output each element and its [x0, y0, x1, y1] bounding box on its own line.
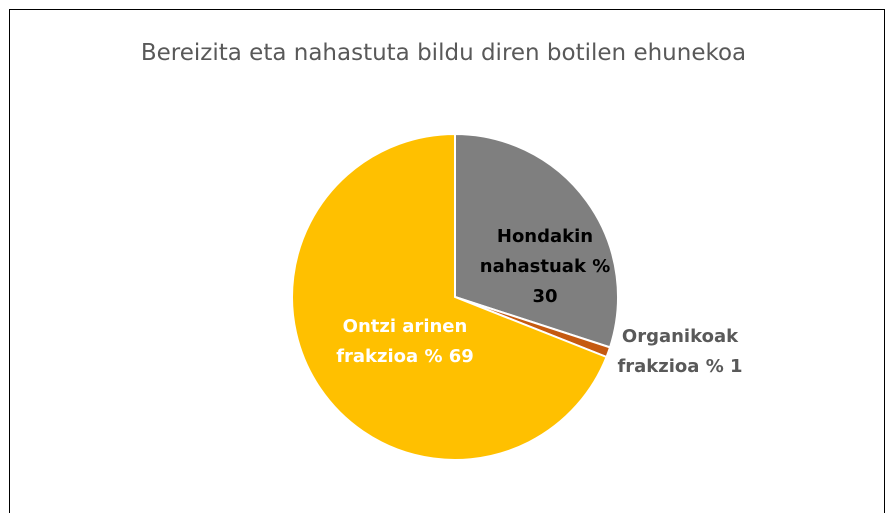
value-label: % 1	[705, 356, 743, 377]
chart-title: Bereizita eta nahastuta bildu diren boti…	[140, 40, 747, 66]
value-label: % 30	[532, 256, 611, 307]
category-label: Organikoak frakzioa	[617, 326, 739, 377]
pie-slice	[454, 132, 619, 349]
category-label: Ontzi arinen frakzioa	[336, 316, 468, 367]
pie-slice	[291, 132, 608, 461]
category-label: Hondakin nahastuak	[479, 226, 594, 277]
data-label: Organikoak frakzioa % 1	[605, 322, 755, 382]
data-label: Hondakin nahastuak % 30	[470, 222, 620, 312]
data-label: Ontzi arinen frakzioa % 69	[330, 312, 480, 372]
chart-frame	[9, 9, 885, 513]
value-label: % 69	[424, 346, 474, 367]
